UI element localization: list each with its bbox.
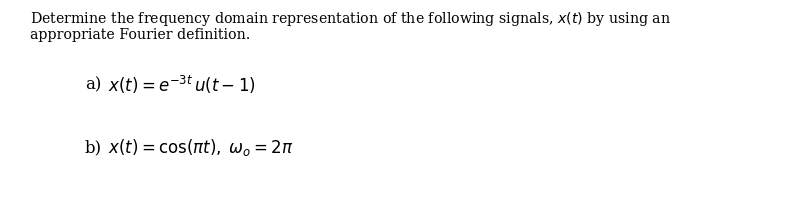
Text: $x(t) = \cos(\pi t),\; \omega_o = 2\pi$: $x(t) = \cos(\pi t),\; \omega_o = 2\pi$: [108, 137, 294, 158]
Text: appropriate Fourier definition.: appropriate Fourier definition.: [30, 28, 250, 42]
Text: $x(t) = e^{-3t}\, u(t-1)$: $x(t) = e^{-3t}\, u(t-1)$: [108, 74, 256, 96]
Text: a): a): [85, 76, 102, 93]
Text: b): b): [85, 139, 102, 156]
Text: Determine the frequency domain representation of the following signals, $x(t)$ b: Determine the frequency domain represent…: [30, 10, 671, 28]
